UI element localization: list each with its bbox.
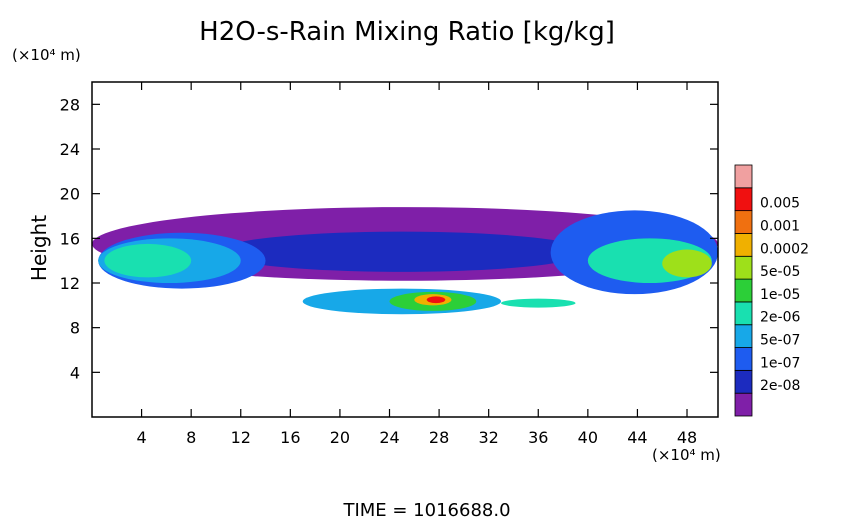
x-tick-label-3: 16 bbox=[280, 428, 300, 447]
x-tick-label-11: 48 bbox=[677, 428, 697, 447]
y-axis-label: Height bbox=[27, 215, 51, 281]
x-tick-label-0: 4 bbox=[136, 428, 146, 447]
colorbar-label-0: 2e-08 bbox=[760, 378, 800, 394]
colorbar-swatch-2 bbox=[734, 347, 753, 371]
colorbar-swatch-5 bbox=[734, 278, 753, 303]
y-axis: 4 8 12 16 20 24 28 bbox=[60, 95, 718, 382]
y-tick-label-2: 12 bbox=[60, 274, 80, 293]
x-tick-label-6: 28 bbox=[429, 428, 449, 447]
colorbar-swatch-7 bbox=[734, 233, 753, 257]
heatmap-region-7 bbox=[662, 249, 712, 278]
heatmap-region-4 bbox=[104, 243, 192, 278]
x-tick-label-4: 20 bbox=[330, 428, 350, 447]
colorbar-swatch-0 bbox=[734, 392, 753, 417]
colorbar-swatch-1 bbox=[734, 369, 753, 394]
heatmap-region-1 bbox=[215, 231, 588, 272]
colorbar-swatch-9 bbox=[734, 187, 753, 212]
colorbar-swatch-8 bbox=[734, 210, 753, 234]
y-tick-label-3: 16 bbox=[60, 229, 80, 248]
x-tick-label-1: 8 bbox=[186, 428, 196, 447]
colorbar-swatch-4 bbox=[734, 301, 753, 326]
heatmap-region-11 bbox=[426, 296, 446, 304]
colorbar-label-7: 0.001 bbox=[760, 218, 800, 234]
heatmap-field bbox=[92, 207, 718, 315]
colorbar-label-1: 1e-07 bbox=[760, 355, 800, 371]
x-tick-label-7: 32 bbox=[478, 428, 498, 447]
colorbar-label-5: 5e-05 bbox=[760, 264, 800, 280]
colorbar-swatch-6 bbox=[734, 255, 753, 280]
y-tick-label-4: 20 bbox=[60, 185, 80, 204]
colorbar-label-2: 5e-07 bbox=[760, 333, 800, 349]
colorbar-swatch-3 bbox=[734, 324, 753, 348]
heatmap-region-12 bbox=[501, 298, 576, 308]
x-tick-label-5: 24 bbox=[379, 428, 399, 447]
x-unit-label: (×10⁴ m) bbox=[652, 446, 721, 464]
colorbar-label-6: 0.0002 bbox=[760, 241, 809, 257]
x-tick-label-10: 44 bbox=[627, 428, 647, 447]
chart-title: H2O-s-Rain Mixing Ratio [kg/kg] bbox=[199, 17, 615, 47]
time-label: TIME = 1016688.0 bbox=[342, 500, 510, 519]
colorbar-swatch-10 bbox=[734, 164, 753, 189]
x-tick-label-8: 36 bbox=[528, 428, 548, 447]
y-tick-label-0: 4 bbox=[70, 363, 80, 382]
colorbar-label-3: 2e-06 bbox=[760, 310, 800, 326]
colorbar: 2e-08 1e-07 5e-07 2e-06 1e-05 5e-05 0.0002 0.00… bbox=[734, 164, 809, 417]
y-tick-label-1: 8 bbox=[70, 319, 80, 338]
x-axis: 4 8 12 16 20 24 28 32 36 40 44 48 bbox=[136, 82, 697, 447]
y-unit-label: (×10⁴ m) bbox=[12, 46, 81, 64]
x-tick-label-9: 40 bbox=[578, 428, 598, 447]
plot-frame bbox=[91, 81, 719, 418]
colorbar-label-8: 0.005 bbox=[760, 196, 800, 212]
y-tick-label-6: 28 bbox=[60, 95, 80, 114]
colorbar-label-4: 1e-05 bbox=[760, 287, 800, 303]
y-tick-label-5: 24 bbox=[60, 140, 80, 159]
x-tick-label-2: 12 bbox=[231, 428, 251, 447]
